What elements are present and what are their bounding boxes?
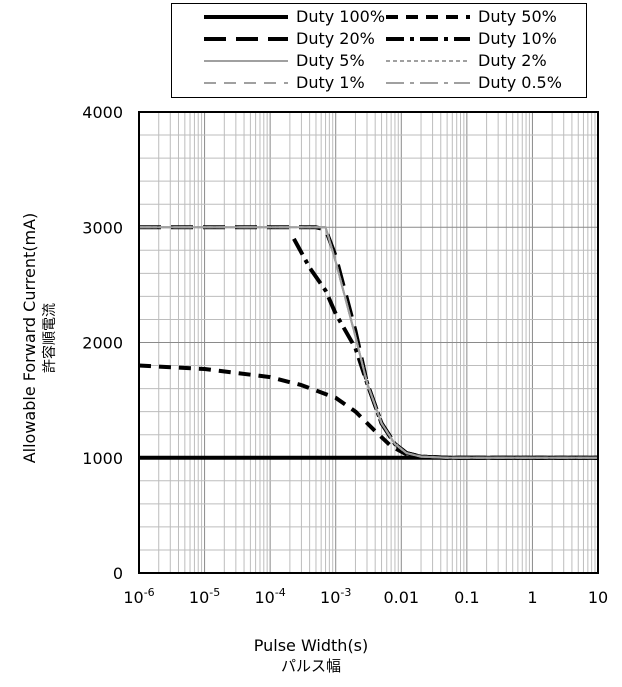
legend-item: Duty 2% <box>382 50 582 72</box>
y-tick-label: 2000 <box>82 334 123 353</box>
legend-item: Duty 50% <box>382 6 582 28</box>
legend-item: Duty 1% <box>200 72 390 94</box>
legend-label: Duty 100% <box>296 7 386 26</box>
x-tick-label: 10-6 <box>123 586 154 607</box>
x-tick-label: 10-5 <box>189 586 220 607</box>
x-tick-label: 0.1 <box>454 588 479 607</box>
legend-swatch <box>386 82 470 84</box>
legend: Duty 100% Duty 50% Duty 20% Duty 10% Dut… <box>171 3 587 98</box>
legend-label: Duty 5% <box>296 51 365 70</box>
legend-item: Duty 0.5% <box>382 72 582 94</box>
x-tick-label: 10 <box>588 588 608 607</box>
x-axis-label: Pulse Width(s) <box>253 636 369 655</box>
legend-swatch <box>204 60 288 62</box>
y-tick-label: 1000 <box>82 449 123 468</box>
x-axis-label-japanese: パルス幅 <box>280 657 341 675</box>
tick-labels: 10-6 10-5 10-4 10-3 0.01 0.1 1 10 0 1000 2000 3000 4… <box>82 103 608 607</box>
y-axis-title: Allowable Forward Current(mA) 許容順電流 <box>20 148 60 528</box>
legend-swatch <box>386 60 470 62</box>
legend-label: Duty 2% <box>478 51 547 70</box>
legend-swatch <box>386 15 470 19</box>
y-axis-label-japanese: 許容順電流 <box>42 303 58 373</box>
plot-frame <box>138 111 599 574</box>
legend-label: Duty 1% <box>296 73 365 92</box>
legend-label: Duty 20% <box>296 29 375 48</box>
legend-swatch <box>386 37 470 41</box>
legend-label: Duty 0.5% <box>478 73 562 92</box>
legend-item: Duty 20% <box>200 28 390 50</box>
x-axis-title: Pulse Width(s) パルス幅 <box>0 636 622 676</box>
y-tick-label: 3000 <box>82 218 123 237</box>
series-line <box>139 226 598 459</box>
legend-item: Duty 100% <box>200 6 390 28</box>
x-tick-label: 0.01 <box>383 588 419 607</box>
x-tick-label: 10-4 <box>254 586 285 607</box>
x-tick-label: 10-3 <box>320 586 351 607</box>
legend-swatch <box>204 37 288 41</box>
legend-label: Duty 50% <box>478 7 557 26</box>
legend-item: Duty 10% <box>382 28 582 50</box>
y-tick-label: 4000 <box>82 103 123 122</box>
grid-lines <box>138 111 598 574</box>
y-axis-label: Allowable Forward Current(mA) <box>20 212 39 464</box>
legend-swatch <box>204 15 288 19</box>
x-tick-label: 1 <box>527 588 537 607</box>
legend-item: Duty 5% <box>200 50 390 72</box>
legend-label: Duty 10% <box>478 29 557 48</box>
y-tick-label: 0 <box>113 564 123 583</box>
legend-swatch <box>204 82 288 84</box>
series-lines <box>138 225 598 460</box>
